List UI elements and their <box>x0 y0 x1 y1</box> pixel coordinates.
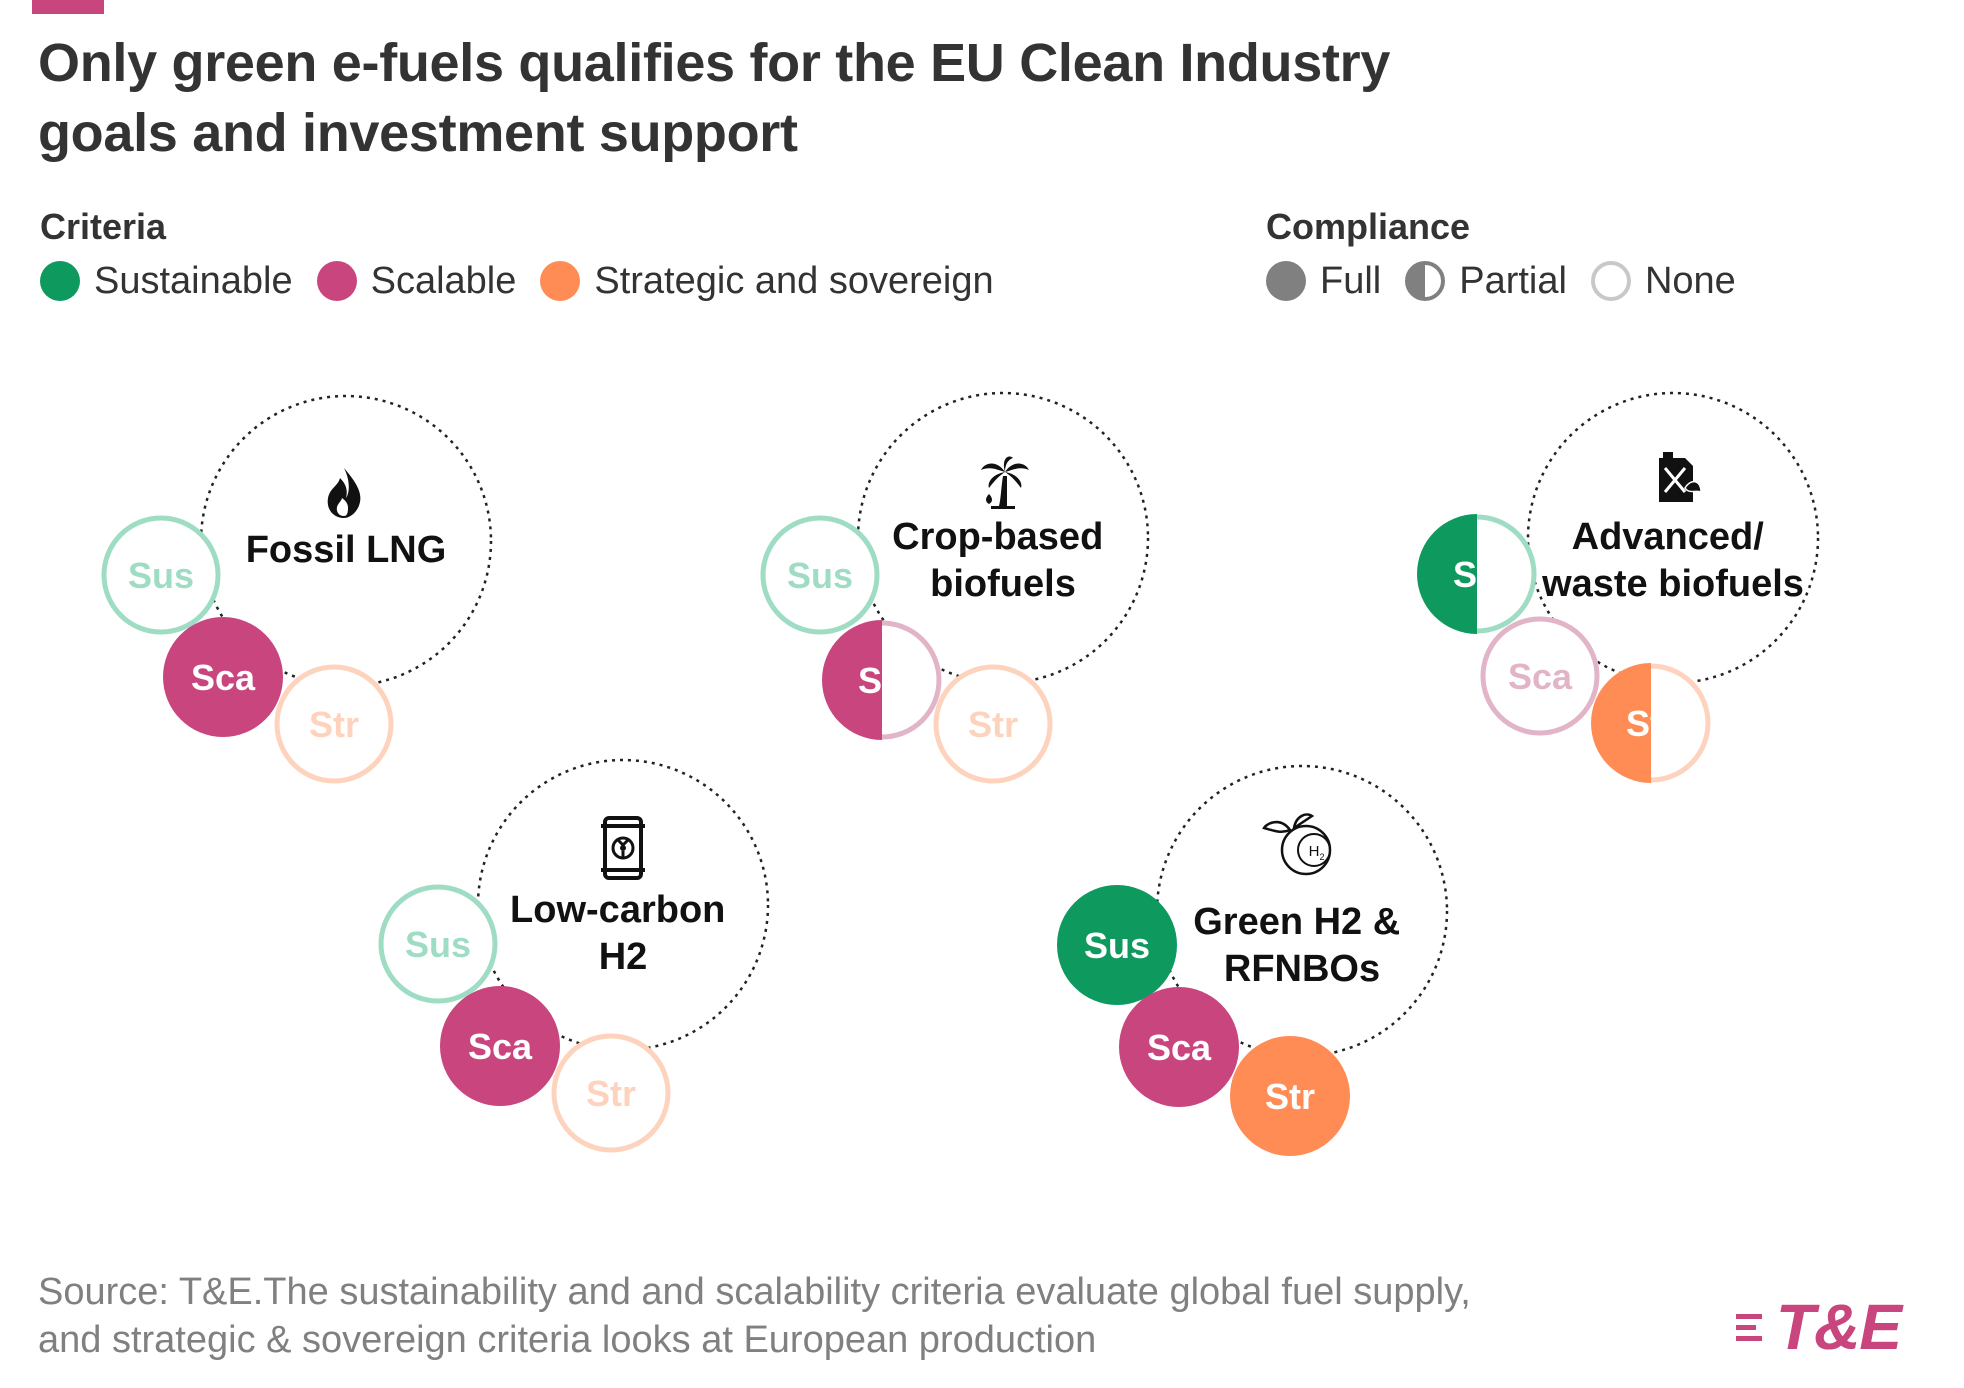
page-title: Only green e-fuels qualifies for the EU … <box>38 28 1638 168</box>
criterion-label: Sus <box>1084 925 1150 966</box>
criteria-legend-title: Criteria <box>40 206 167 247</box>
fuel-outline-circle <box>1526 391 1820 685</box>
criterion-label: Sus <box>405 924 471 965</box>
criterion-label: Str <box>1265 1076 1315 1117</box>
criterion-label: Str <box>1626 703 1676 744</box>
fuel-label-line: Crop-based <box>892 516 1103 558</box>
criterion-circle-strategic: Str <box>274 664 394 784</box>
fuel-label-line: Green H2 & <box>1193 901 1400 943</box>
fuel-label-line: biofuels <box>930 563 1076 605</box>
fuel-group-advanced-waste-biofuels: Advanced/ waste biofuels Sus Sca Str <box>1417 391 1820 783</box>
criterion-circle-strategic: Str <box>551 1033 671 1153</box>
criterion-label: Sca <box>1508 656 1573 697</box>
flame-icon <box>327 468 361 518</box>
green-h2-icon: H 2 <box>1262 813 1332 876</box>
strategic-dot-icon <box>540 261 581 301</box>
compliance-legend: Full Partial None <box>1266 258 1760 304</box>
legend-label-partial: Partial <box>1459 259 1567 302</box>
svg-text:H: H <box>1309 843 1320 860</box>
criterion-circle-strategic: Str <box>933 664 1053 784</box>
fuel-label-line: waste biofuels <box>1541 563 1804 605</box>
palm-tree-icon <box>981 456 1029 509</box>
partial-compliance-icon <box>1405 261 1446 301</box>
fuel-label-line: Advanced/ <box>1572 516 1765 558</box>
criterion-circle-sustainable: Sus <box>101 515 221 635</box>
legend-label-none: None <box>1644 259 1736 302</box>
title-line-1: Only green e-fuels qualifies for the EU … <box>38 33 1391 93</box>
fuel-label-line: Low-carbon <box>510 889 725 931</box>
source-note: Source: T&E.The sustainability and and s… <box>38 1268 1598 1364</box>
criterion-label: Sca <box>858 660 923 701</box>
hydrogen-barrel-icon <box>601 816 645 880</box>
fuel-label: Advanced/ waste biofuels <box>1541 516 1804 605</box>
none-compliance-icon <box>1590 261 1631 301</box>
title-line-2: goals and investment support <box>38 103 798 163</box>
legend-item-full: Full <box>1266 260 1381 303</box>
fuel-label: Crop-based biofuels <box>892 516 1114 605</box>
criterion-circle-scalable: Sca <box>1119 987 1239 1107</box>
fuel-outline-circle <box>856 391 1150 685</box>
fuel-outline-circle <box>199 394 493 688</box>
criterion-circle-sustainable: Sus <box>378 884 498 1004</box>
accent-tab <box>32 0 104 14</box>
criterion-circle-scalable: Sca <box>822 620 942 740</box>
legend-label-strategic: Strategic and sovereign <box>594 259 994 302</box>
svg-text:2: 2 <box>1319 852 1324 862</box>
fuel-group-crop-based-biofuels: Crop-based biofuels Sus Sca Str <box>760 391 1150 784</box>
legend-label-full: Full <box>1320 259 1382 302</box>
criterion-circle-scalable: Sca <box>1480 616 1600 736</box>
te-logo: T&E <box>1736 1290 1902 1364</box>
legend-item-strategic: Strategic and sovereign <box>540 259 994 303</box>
fuel-label: Green H2 & RFNBOs <box>1193 901 1411 990</box>
legend-item-scalable: Scalable <box>316 259 517 303</box>
fuel-label-line: H2 <box>599 936 648 978</box>
fuel-can-icon <box>1659 452 1702 502</box>
fuel-group-green-h2-rfnbos: H 2 Green H2 & RFNBOs Sus Sca Str <box>1057 764 1449 1156</box>
criterion-circle-sustainable: Sus <box>760 515 880 635</box>
legend-item-partial: Partial <box>1405 260 1567 303</box>
logo-lines-icon <box>1736 1311 1762 1344</box>
fuel-label-line: Fossil LNG <box>246 529 447 571</box>
legend-label-scalable: Scalable <box>370 259 517 302</box>
source-note-line-2: and strategic & sovereign criteria looks… <box>38 1319 1097 1361</box>
fuel-label-line: RFNBOs <box>1224 948 1380 990</box>
criterion-label: Sus <box>787 555 853 596</box>
legend-label-sustainable: Sustainable <box>94 259 293 302</box>
criterion-label: Str <box>968 704 1018 745</box>
fuel-outline-circle <box>476 758 770 1052</box>
fuel-group-fossil-lng: Fossil LNG Sus Sca Str <box>101 394 493 784</box>
criterion-label: Str <box>586 1073 636 1114</box>
criteria-legend: Sustainable Scalable Strategic and sover… <box>40 258 1018 304</box>
legend-item-none: None <box>1590 259 1736 303</box>
criterion-label: Sca <box>468 1026 533 1067</box>
full-compliance-icon <box>1266 261 1306 301</box>
compliance-legend-title: Compliance <box>1266 206 1471 247</box>
criterion-circle-strategic: Str <box>1591 663 1711 783</box>
fuel-label: Low-carbon H2 <box>510 889 736 978</box>
fuel-label: Fossil LNG <box>246 529 447 571</box>
criterion-label: Sca <box>1147 1027 1212 1068</box>
criterion-circle-sustainable: Sus <box>1417 514 1537 634</box>
legend-item-sustainable: Sustainable <box>40 260 293 303</box>
logo-text: T&E <box>1776 1291 1902 1363</box>
criterion-circle-sustainable: Sus <box>1057 885 1177 1005</box>
criterion-circle-scalable: Sca <box>440 986 560 1106</box>
source-note-line-1: Source: T&E.The sustainability and and s… <box>38 1271 1471 1313</box>
sustainable-dot-icon <box>40 261 80 301</box>
criterion-label: Str <box>309 704 359 745</box>
fuel-outline-circle <box>1155 764 1449 1058</box>
criterion-circle-strategic: Str <box>1230 1036 1350 1156</box>
fuel-group-low-carbon-h2: Low-carbon H2 Sus Sca Str <box>378 758 770 1153</box>
criterion-label: Sca <box>191 657 256 698</box>
scalable-dot-icon <box>316 261 357 301</box>
criterion-circle-scalable: Sca <box>163 617 283 737</box>
criterion-label: Sus <box>1453 554 1519 595</box>
criterion-label: Sus <box>128 555 194 596</box>
